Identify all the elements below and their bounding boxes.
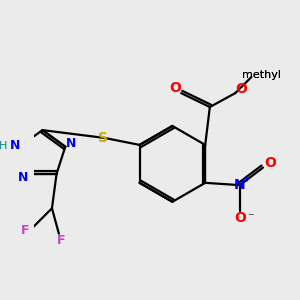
- Text: +: +: [242, 174, 250, 184]
- Text: F: F: [57, 234, 65, 247]
- Text: N: N: [10, 139, 20, 152]
- Text: H: H: [0, 141, 8, 151]
- Text: O: O: [170, 81, 182, 94]
- Text: F: F: [21, 224, 30, 236]
- Text: O: O: [264, 156, 276, 170]
- Text: N: N: [234, 178, 246, 192]
- Text: O: O: [234, 211, 246, 224]
- Text: N: N: [18, 171, 28, 184]
- Text: ⁻: ⁻: [247, 211, 253, 224]
- Text: methyl: methyl: [242, 70, 281, 80]
- Text: N: N: [66, 136, 76, 149]
- Text: S: S: [98, 131, 108, 145]
- Text: methyl: methyl: [242, 70, 281, 80]
- Text: O: O: [235, 82, 247, 95]
